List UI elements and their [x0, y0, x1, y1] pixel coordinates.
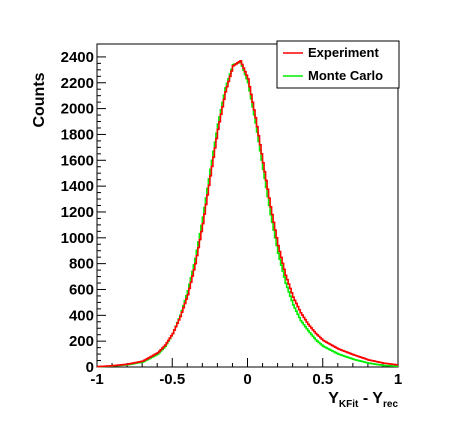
y-tick-label: 200	[69, 333, 94, 350]
y-tick-label: 2200	[61, 75, 94, 92]
y-tick-label: 0	[86, 359, 94, 376]
x-tick-label: 0.5	[312, 371, 333, 388]
y-axis: 0 200 400 600 800 1000 1200 1400 1600 1800 2000 220…	[61, 49, 106, 376]
x-axis-title-sub2: rec	[383, 399, 398, 410]
legend-label-monte-carlo: Monte Carlo	[308, 68, 383, 83]
x-tick-label: 1	[394, 371, 402, 388]
x-axis-title: YKFit - Yrec	[328, 390, 398, 410]
plot-frame	[96, 43, 399, 368]
y-axis-title: Counts	[31, 72, 48, 127]
series-experiment-line	[97, 60, 398, 368]
y-tick-label: 1400	[61, 178, 94, 195]
legend: Experiment Monte Carlo	[276, 40, 400, 89]
x-axis-title-main: Y	[328, 390, 339, 407]
x-tick-label: -0.5	[159, 371, 185, 388]
y-tick-label: 1200	[61, 204, 94, 221]
legend-box	[276, 40, 400, 89]
x-axis-title-mid: - Y	[358, 390, 383, 407]
x-tick-label: 0	[243, 371, 251, 388]
x-axis-title-sub1: KFit	[339, 399, 359, 410]
x-tick-label: -1	[90, 371, 103, 388]
y-tick-label: 1000	[61, 230, 94, 247]
y-tick-label: 1800	[61, 126, 94, 143]
y-tick-label: 600	[69, 281, 94, 298]
series-monte-carlo-line	[97, 61, 398, 368]
legend-label-experiment: Experiment	[308, 45, 379, 60]
y-tick-label: 400	[69, 307, 94, 324]
y-tick-label: 1600	[61, 152, 94, 169]
series-layer	[97, 60, 398, 368]
y-tick-label: 2400	[61, 49, 94, 66]
y-tick-label: 800	[69, 256, 94, 273]
y-tick-label: 2000	[61, 101, 94, 118]
